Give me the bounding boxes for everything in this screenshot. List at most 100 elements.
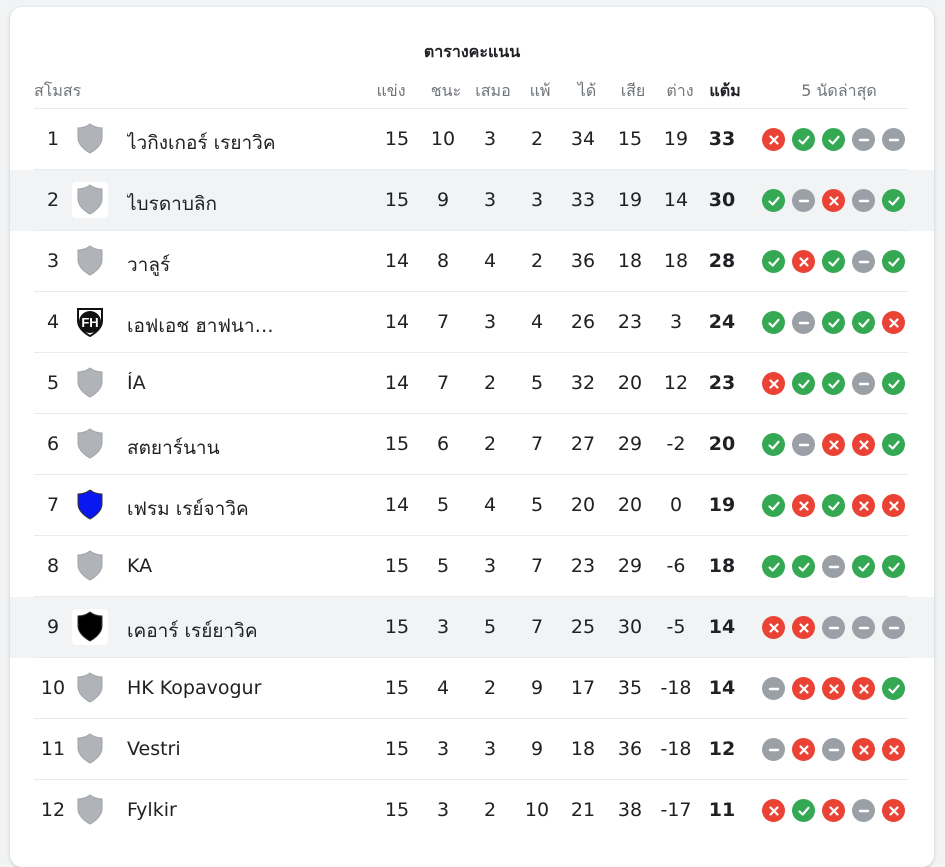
table-row[interactable]: 4 FH เอฟเอช ฮาฟนา… 14 7 3 4 26 23 3 24 [10,292,934,353]
form-loss-icon[interactable] [762,616,785,639]
won: 4 [436,677,450,699]
table-row[interactable]: 8 KA 15 5 3 7 23 29 -6 18 [10,536,934,597]
form-draw-icon[interactable] [852,250,875,273]
table-row[interactable]: 10 HK Kopavogur 15 4 2 9 17 35 -18 14 [10,658,934,719]
form-draw-icon[interactable] [822,738,845,761]
form-draw-icon[interactable] [882,128,905,151]
table-row[interactable]: 3 วาลูร์ 14 8 4 2 36 18 18 28 [10,231,934,292]
form-loss-icon[interactable] [792,494,815,517]
form-loss-icon[interactable] [792,250,815,273]
team-name[interactable]: Vestri [127,738,181,760]
goals-for: 32 [570,372,596,394]
form-win-icon[interactable] [852,311,875,334]
form-loss-icon[interactable] [852,677,875,700]
form-draw-icon[interactable] [882,616,905,639]
form-win-icon[interactable] [762,433,785,456]
form-draw-icon[interactable] [762,738,785,761]
position: 10 [40,677,66,699]
form-loss-icon[interactable] [822,677,845,700]
team-name[interactable]: ไวกิงเกอร์ เรยาวิค [127,132,276,154]
form-win-icon[interactable] [792,372,815,395]
team-name[interactable]: KA [127,555,153,577]
form-draw-icon[interactable] [852,799,875,822]
row-divider [34,718,908,719]
table-row[interactable]: 11 Vestri 15 3 3 9 18 36 -18 12 [10,719,934,780]
form-loss-icon[interactable] [822,189,845,212]
team-name[interactable]: เอฟเอช ฮาฟนา… [127,315,274,337]
form-draw-icon[interactable] [852,189,875,212]
goals-against: 18 [617,250,643,272]
form-loss-icon[interactable] [882,799,905,822]
form-loss-icon[interactable] [762,799,785,822]
form-win-icon[interactable] [882,372,905,395]
team-name[interactable]: HK Kopavogur [127,677,262,699]
form-win-icon[interactable] [762,494,785,517]
form-loss-icon[interactable] [882,311,905,334]
form-loss-icon[interactable] [852,494,875,517]
row-divider [34,352,908,353]
won: 10 [430,128,456,150]
form-win-icon[interactable] [882,677,905,700]
form-loss-icon[interactable] [822,799,845,822]
table-row[interactable]: 6 สตยาร์นาน 15 6 2 7 27 29 -2 20 [10,414,934,475]
form-win-icon[interactable] [882,433,905,456]
form-loss-icon[interactable] [822,433,845,456]
team-name[interactable]: Fylkir [127,799,177,821]
form-win-icon[interactable] [882,250,905,273]
form-win-icon[interactable] [762,311,785,334]
form-win-icon[interactable] [822,372,845,395]
form-loss-icon[interactable] [852,738,875,761]
table-row[interactable]: 5 ÍA 14 7 2 5 32 20 12 23 [10,353,934,414]
form-loss-icon[interactable] [852,433,875,456]
form-win-icon[interactable] [792,128,815,151]
lost: 4 [530,311,544,333]
lost: 10 [524,799,550,821]
form-win-icon[interactable] [762,189,785,212]
team-name[interactable]: เฟรม เรย์จาวิค [127,498,249,520]
table-row[interactable]: 7 เฟรม เรย์จาวิค 14 5 4 5 20 20 0 19 [10,475,934,536]
team-name[interactable]: ไบรดาบลิก [127,193,218,215]
form-win-icon[interactable] [822,250,845,273]
table-row[interactable]: 9 เคอาร์ เรย์ยาวิค 15 3 5 7 25 30 -5 14 [10,597,934,658]
position: 4 [46,311,60,333]
form-win-icon[interactable] [792,799,815,822]
form-win-icon[interactable] [762,250,785,273]
team-name[interactable]: สตยาร์นาน [127,437,220,459]
form-win-icon[interactable] [822,128,845,151]
form-loss-icon[interactable] [792,738,815,761]
team-name[interactable]: วาลูร์ [127,254,171,276]
form-draw-icon[interactable] [852,372,875,395]
form-loss-icon[interactable] [762,128,785,151]
header-lost: แพ้ [529,81,551,100]
won: 5 [436,555,450,577]
table-row[interactable]: 2 ไบรดาบลิก 15 9 3 3 33 19 14 30 [10,170,934,231]
form-draw-icon[interactable] [792,311,815,334]
form-draw-icon[interactable] [852,616,875,639]
form-win-icon[interactable] [822,311,845,334]
form-win-icon[interactable] [852,555,875,578]
team-name[interactable]: เคอาร์ เรย์ยาวิค [127,620,258,642]
form-draw-icon[interactable] [822,555,845,578]
form-draw-icon[interactable] [822,616,845,639]
form-loss-icon[interactable] [882,494,905,517]
table-row[interactable]: 1 ไวกิงเกอร์ เรยาวิค 15 10 3 2 34 15 19 33 [10,109,934,170]
form-loss-icon[interactable] [792,616,815,639]
form-draw-icon[interactable] [792,189,815,212]
table-row[interactable]: 12 Fylkir 15 3 2 10 21 38 -17 11 [10,780,934,841]
form-win-icon[interactable] [822,494,845,517]
team-name[interactable]: ÍA [127,372,146,394]
form-loss-icon[interactable] [882,738,905,761]
drawn: 3 [483,189,497,211]
form-win-icon[interactable] [882,555,905,578]
form-loss-icon[interactable] [762,372,785,395]
form-win-icon[interactable] [762,555,785,578]
form-win-icon[interactable] [792,555,815,578]
row-divider [34,230,908,231]
goals-for: 36 [570,250,596,272]
form-draw-icon[interactable] [852,128,875,151]
form-loss-icon[interactable] [792,677,815,700]
form-win-icon[interactable] [882,189,905,212]
form-draw-icon[interactable] [762,677,785,700]
form-draw-icon[interactable] [792,433,815,456]
lost: 9 [530,677,544,699]
